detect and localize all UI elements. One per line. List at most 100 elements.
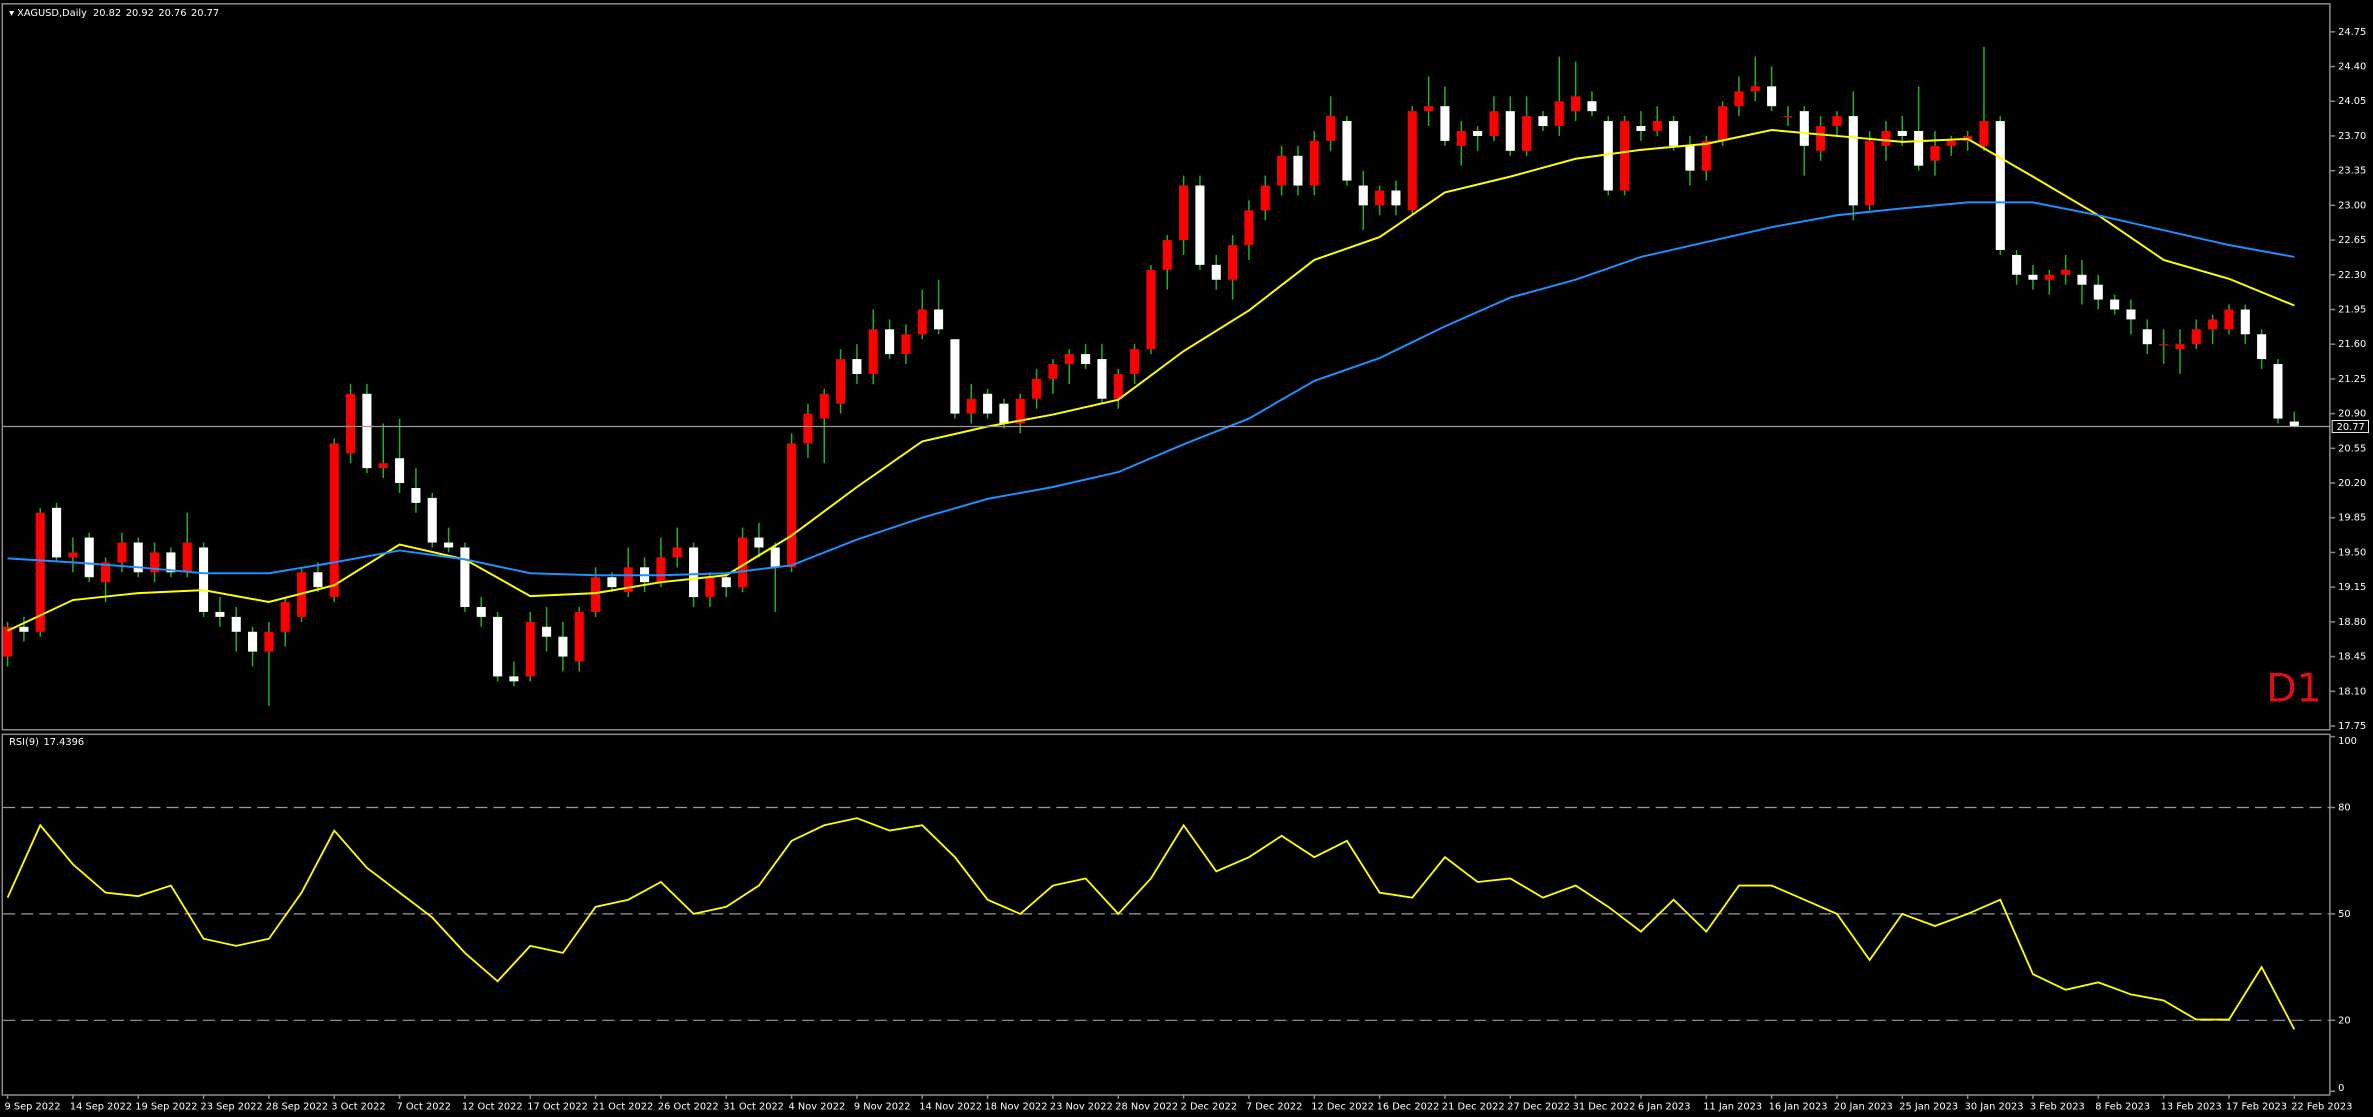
open-value: 20.82: [93, 8, 121, 19]
candle-body: [84, 537, 94, 578]
candle-body: [819, 393, 829, 419]
x-tick-label: 28 Nov 2022: [1115, 1101, 1178, 1112]
candle-body: [2044, 274, 2054, 280]
x-tick-label: 20 Jan 2023: [1834, 1101, 1893, 1112]
candle-body: [1571, 96, 1581, 112]
x-tick-label: 22 Feb 2023: [2291, 1101, 2352, 1112]
candle-body: [950, 339, 960, 414]
candle-body: [1228, 245, 1238, 280]
x-tick-label: 12 Dec 2022: [1311, 1101, 1374, 1112]
candle-body: [1489, 111, 1499, 136]
candle-body: [2191, 329, 2201, 345]
candle-body: [264, 631, 274, 652]
candle-body: [2289, 421, 2299, 427]
x-tick-label: 9 Sep 2022: [5, 1101, 61, 1112]
candle-body: [1473, 130, 1483, 136]
x-tick-label: 27 Dec 2022: [1507, 1101, 1570, 1112]
y-tick-label: 50: [2338, 909, 2351, 920]
y-tick-label: 18.10: [2338, 686, 2366, 697]
candle-body: [460, 547, 470, 607]
y-tick-label: 23.70: [2338, 131, 2366, 142]
x-tick-label: 11 Jan 2023: [1703, 1101, 1762, 1112]
moving-average: [7, 128, 2295, 632]
candle-body: [2273, 364, 2283, 419]
y-tick-label: 20.20: [2338, 478, 2366, 489]
candle-body: [525, 621, 535, 677]
candle-body: [2142, 329, 2152, 345]
candle-body: [721, 577, 731, 588]
candle-body: [1685, 145, 1695, 171]
candle-body: [672, 547, 682, 558]
candle-body: [1522, 116, 1532, 151]
moving-average: [7, 201, 2295, 577]
x-tick-label: 13 Feb 2023: [2161, 1101, 2222, 1112]
chart-header: ▾ XAGUSD,Daily 20.82 20.92 20.76 20.77: [9, 8, 219, 19]
candle-body: [1342, 121, 1352, 181]
candle-body: [705, 577, 715, 598]
candle-body: [607, 577, 617, 588]
candle-body: [493, 616, 503, 677]
x-tick-label: 7 Oct 2022: [397, 1101, 451, 1112]
candle-body: [1587, 101, 1597, 112]
candle-body: [934, 309, 944, 330]
y-tick-label: 19.85: [2338, 513, 2366, 524]
y-tick-label: 20.55: [2338, 443, 2366, 454]
candle-body: [1113, 373, 1123, 399]
rsi-name: RSI(9): [9, 737, 39, 748]
candle-body: [787, 443, 797, 568]
x-tick-label: 18 Nov 2022: [985, 1101, 1048, 1112]
rsi-line: [6, 817, 2296, 1030]
candle-body: [2240, 309, 2250, 335]
candle-body: [2093, 284, 2103, 300]
x-tick-label: 28 Sep 2022: [266, 1101, 328, 1112]
candle-body: [754, 537, 764, 548]
candle-body: [770, 547, 780, 568]
candle-body: [836, 359, 846, 404]
candle-body: [1064, 354, 1074, 365]
candle-body: [1048, 364, 1058, 379]
y-tick-label: 19.50: [2338, 547, 2366, 558]
candle-body: [1995, 121, 2005, 250]
candle-body: [1914, 130, 1924, 166]
candle-body: [1718, 106, 1728, 141]
candle-body: [182, 542, 192, 573]
candle-body: [2175, 344, 2185, 350]
x-tick-label: 19 Sep 2022: [135, 1101, 197, 1112]
candle-body: [2028, 274, 2038, 280]
candle-body: [1734, 91, 1744, 107]
candle-body: [68, 552, 78, 558]
close-value: 20.77: [191, 8, 219, 19]
candle-body: [199, 547, 209, 612]
y-tick-label: 18.45: [2338, 652, 2366, 663]
candle-body: [1407, 111, 1417, 211]
candle-body: [378, 463, 388, 469]
candle-body: [1505, 111, 1515, 151]
y-tick-label: 18.80: [2338, 617, 2366, 628]
y-tick-label: 80: [2338, 803, 2351, 814]
candle-body: [2126, 309, 2136, 320]
candle-body: [1832, 116, 1842, 127]
x-tick-label: 3 Feb 2023: [2030, 1101, 2085, 1112]
y-tick-label: 21.95: [2338, 304, 2366, 315]
x-tick-label: 17 Feb 2023: [2226, 1101, 2287, 1112]
symbol: XAGUSD,Daily: [17, 8, 87, 19]
candle-body: [248, 631, 258, 652]
y-tick-label: 24.40: [2338, 62, 2366, 73]
candle-body: [35, 512, 45, 632]
candle-body: [1669, 121, 1679, 146]
y-tick-label: 20: [2338, 1015, 2351, 1026]
candle-body: [917, 309, 927, 335]
y-tick-label: 21.60: [2338, 339, 2366, 350]
candle-body: [983, 393, 993, 414]
x-tick-label: 16 Jan 2023: [1769, 1101, 1828, 1112]
candle-body: [1195, 185, 1205, 265]
candle-body: [1375, 190, 1385, 206]
candle-body: [1930, 145, 1940, 161]
candle-body: [2159, 344, 2169, 346]
candle-body: [1293, 155, 1303, 186]
x-tick-label: 17 Oct 2022: [527, 1101, 588, 1112]
candle-body: [231, 616, 241, 632]
candle-body: [868, 329, 878, 374]
candle-body: [3, 626, 13, 657]
x-tick-label: 12 Oct 2022: [462, 1101, 523, 1112]
